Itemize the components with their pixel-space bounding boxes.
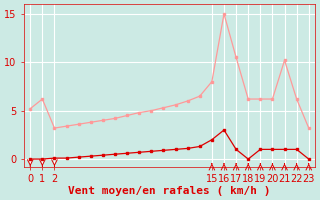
X-axis label: Vent moyen/en rafales ( km/h ): Vent moyen/en rafales ( km/h ) [68,186,271,196]
